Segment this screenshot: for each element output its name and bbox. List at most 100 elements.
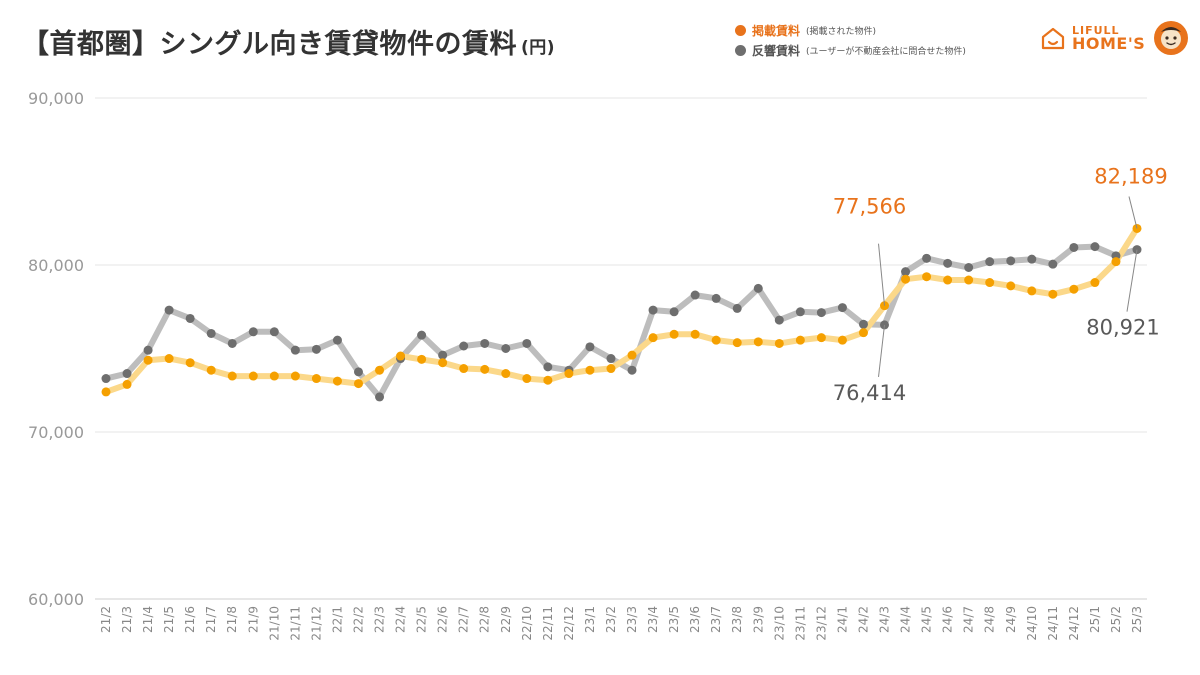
data-point-listing-rent [606,364,616,374]
x-tick-label: 22/3 [373,606,387,633]
x-tick-label: 22/9 [499,606,513,633]
data-point-inquiry-rent [690,290,700,300]
callout-leader-line [878,324,886,377]
data-point-listing-rent [901,274,911,284]
x-tick-label: 22/4 [394,606,408,633]
callout-layer: 77,566 76,414 82,189 80,921 [833,164,1168,404]
data-point-listing-rent [732,338,742,348]
data-point-listing-rent [143,355,153,365]
data-point-inquiry-rent [164,305,174,315]
chart-legend: 掲載賃料 (掲載された物件) 反響賃料 (ユーザーが不動産会社に問合せた物件) [735,20,966,60]
data-point-listing-rent [1090,278,1100,288]
legend-marker-listing-rent [735,24,746,36]
data-point-inquiry-rent [858,319,868,329]
data-point-inquiry-rent [1048,259,1058,269]
callout-label: 77,566 [833,195,906,219]
data-point-listing-rent [711,335,721,345]
x-tick-label: 22/10 [520,606,534,641]
data-point-inquiry-rent [753,283,763,293]
data-point-listing-rent [1069,284,1079,294]
y-tick-label: 80,000 [28,256,84,275]
callout-leader-line [1128,196,1138,229]
logo-small-text: LIFULL [1072,23,1120,37]
data-point-inquiry-rent [459,341,469,351]
x-tick-label: 24/1 [835,606,849,633]
data-point-inquiry-rent [816,308,826,318]
x-tick-label: 23/9 [751,606,765,633]
data-point-inquiry-rent [522,338,532,348]
data-point-listing-rent [164,354,174,364]
data-point-inquiry-rent [417,330,427,340]
x-tick-label: 24/11 [1046,606,1060,641]
x-tick-label: 24/8 [983,606,997,633]
legend-item-inquiry-rent: 反響賃料 (ユーザーが不動産会社に問合せた物件) [735,40,966,60]
data-point-inquiry-rent [1006,256,1016,266]
data-point-listing-rent [1111,257,1121,267]
x-tick-label: 23/3 [625,606,639,633]
data-point-listing-rent [122,379,132,389]
legend-label-inquiry-rent: 反響賃料 [752,43,801,58]
x-tick-label: 24/3 [878,606,892,633]
series-layer [101,223,1142,402]
data-point-listing-rent [858,328,868,338]
data-point-listing-rent [206,365,216,375]
legend-note-inquiry-rent: (ユーザーが不動産会社に問合せた物件) [806,46,966,57]
data-point-inquiry-rent [774,315,784,325]
data-point-inquiry-rent [648,305,658,315]
x-tick-label: 24/6 [941,606,955,633]
x-tick-label: 21/11 [288,606,302,641]
x-tick-label: 21/4 [141,606,155,633]
mascot-icon [1154,21,1189,55]
x-tick-label: 24/12 [1067,606,1081,641]
x-tick-label: 23/5 [667,606,681,633]
data-point-listing-rent [459,364,469,374]
data-point-listing-rent [101,387,111,397]
data-point-listing-rent [648,333,658,343]
data-point-listing-rent [290,371,300,381]
data-point-inquiry-rent [269,327,279,337]
data-point-listing-rent [985,278,995,288]
x-tick-label: 23/6 [688,606,702,633]
data-point-inquiry-rent [1090,242,1100,252]
data-point-listing-rent [501,369,511,379]
data-point-listing-rent [774,338,784,348]
data-point-inquiry-rent [101,374,111,384]
x-tick-label: 25/3 [1130,606,1144,633]
y-tick-label: 70,000 [28,423,84,442]
data-point-inquiry-rent [353,367,363,377]
x-tick-label: 23/12 [814,606,828,641]
data-point-listing-rent [543,375,553,385]
data-point-inquiry-rent [964,263,974,273]
data-point-inquiry-rent [122,369,132,379]
data-point-listing-rent [1006,281,1016,291]
y-tick-label: 90,000 [28,89,84,108]
x-tick-label: 22/6 [436,606,450,633]
x-tick-label: 21/7 [204,606,218,633]
data-point-listing-rent [227,371,237,381]
data-point-listing-rent [922,272,932,282]
data-point-listing-rent [837,335,847,345]
data-point-listing-rent [353,379,363,389]
y-axis: 60,000 70,000 80,000 90,000 [28,89,84,609]
chart-title: 【首都圏】シングル向き賃貸物件の賃料 (円) [22,22,555,61]
data-point-listing-rent [396,351,406,361]
data-point-listing-rent [438,358,448,368]
house-icon [1041,27,1065,50]
x-tick-label: 23/2 [604,606,618,633]
data-point-inquiry-rent [669,307,679,317]
data-point-listing-rent [943,275,953,285]
x-tick-label: 23/11 [793,606,807,641]
x-tick-label: 21/12 [309,606,323,641]
x-tick-label: 21/3 [120,606,134,633]
data-point-inquiry-rent [837,303,847,313]
x-tick-label: 24/7 [962,606,976,633]
brand-logo: LIFULL HOME'S [1040,18,1189,58]
data-point-listing-rent [311,374,321,384]
data-point-listing-rent [1027,286,1037,296]
data-point-inquiry-rent [143,345,153,355]
x-tick-label: 21/5 [162,606,176,633]
x-tick-label: 23/1 [583,606,597,633]
x-tick-label: 23/4 [646,606,660,633]
data-point-listing-rent [522,374,532,384]
